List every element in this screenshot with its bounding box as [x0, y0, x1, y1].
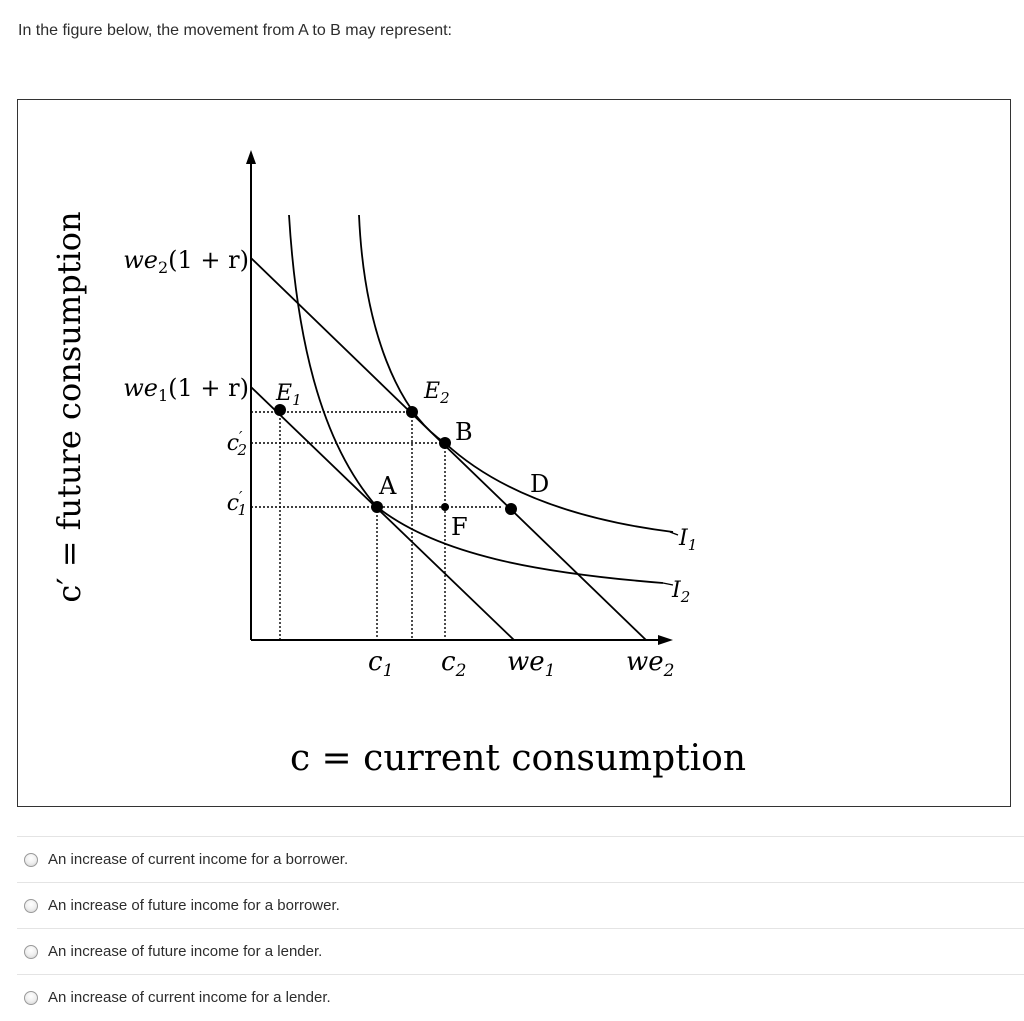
radio-button-2[interactable] — [24, 898, 38, 913]
radio-button-4[interactable] — [24, 990, 38, 1005]
label-i1: I1 — [678, 526, 697, 554]
label-f: F — [451, 513, 468, 541]
point-f — [441, 503, 449, 511]
y-tick-c1-prime: c′ 1 — [227, 488, 247, 519]
tick-i1 — [669, 531, 679, 536]
answer-option-1[interactable]: An increase of current income for a borr… — [17, 836, 1024, 882]
x-tick-we1: we1 — [507, 647, 555, 681]
radio-button-3[interactable] — [24, 944, 38, 959]
question-text: In the figure below, the movement from A… — [18, 22, 452, 39]
x-tick-c1: c1 — [368, 647, 393, 681]
answer-option-4[interactable]: An increase of current income for a lend… — [17, 974, 1024, 1020]
y-tick-we1-1r: we1(1 + r) — [123, 374, 249, 405]
label-i2: I2 — [671, 578, 690, 606]
answer-option-2[interactable]: An increase of future income for a borro… — [17, 882, 1024, 928]
x-axis-arrow-icon — [658, 635, 673, 645]
point-a — [371, 501, 383, 513]
point-b — [439, 437, 451, 449]
budget-line-1 — [250, 386, 515, 641]
y-tick-we2-1r: we2(1 + r) — [123, 246, 249, 277]
curve-label-ticks — [662, 531, 679, 586]
y-axis-arrow-icon — [246, 150, 256, 164]
point-d — [505, 503, 517, 515]
answer-label-3: An increase of future income for a lende… — [48, 943, 323, 960]
answer-label-4: An increase of current income for a lend… — [48, 989, 331, 1006]
figure-frame: c′ = future consumption we2(1 + r) we1(1… — [17, 99, 1011, 807]
label-a: A — [378, 472, 397, 500]
label-d: D — [530, 470, 549, 498]
label-e1: E1 — [275, 381, 302, 409]
x-tick-we2: we2 — [626, 647, 674, 681]
point-e1 — [274, 404, 286, 416]
indifference-curves — [288, 214, 674, 584]
y-axis-title: c′ = future consumption — [50, 211, 88, 602]
axes — [250, 162, 658, 641]
radio-button-1[interactable] — [24, 852, 38, 867]
diagram-points — [274, 404, 517, 515]
answer-label-1: An increase of current income for a borr… — [48, 851, 349, 868]
budget-lines — [250, 257, 647, 641]
point-e2 — [406, 406, 418, 418]
intertemporal-choice-diagram: c′ = future consumption we2(1 + r) we1(1… — [50, 150, 746, 779]
y-tick-c2-prime: c′ 2 — [227, 428, 247, 459]
label-e2: E2 — [423, 379, 450, 407]
x-axis-title: c = current consumption — [290, 738, 746, 779]
answer-option-3[interactable]: An increase of future income for a lende… — [17, 928, 1024, 974]
answer-options: An increase of current income for a borr… — [17, 836, 1024, 1020]
indifference-curve-i2 — [288, 214, 664, 584]
budget-line-2 — [250, 257, 647, 641]
answer-label-2: An increase of future income for a borro… — [48, 897, 340, 914]
label-b: B — [455, 418, 473, 446]
x-tick-c2: c2 — [441, 647, 466, 681]
indifference-curve-i1 — [358, 214, 674, 533]
tick-i2 — [662, 582, 674, 586]
